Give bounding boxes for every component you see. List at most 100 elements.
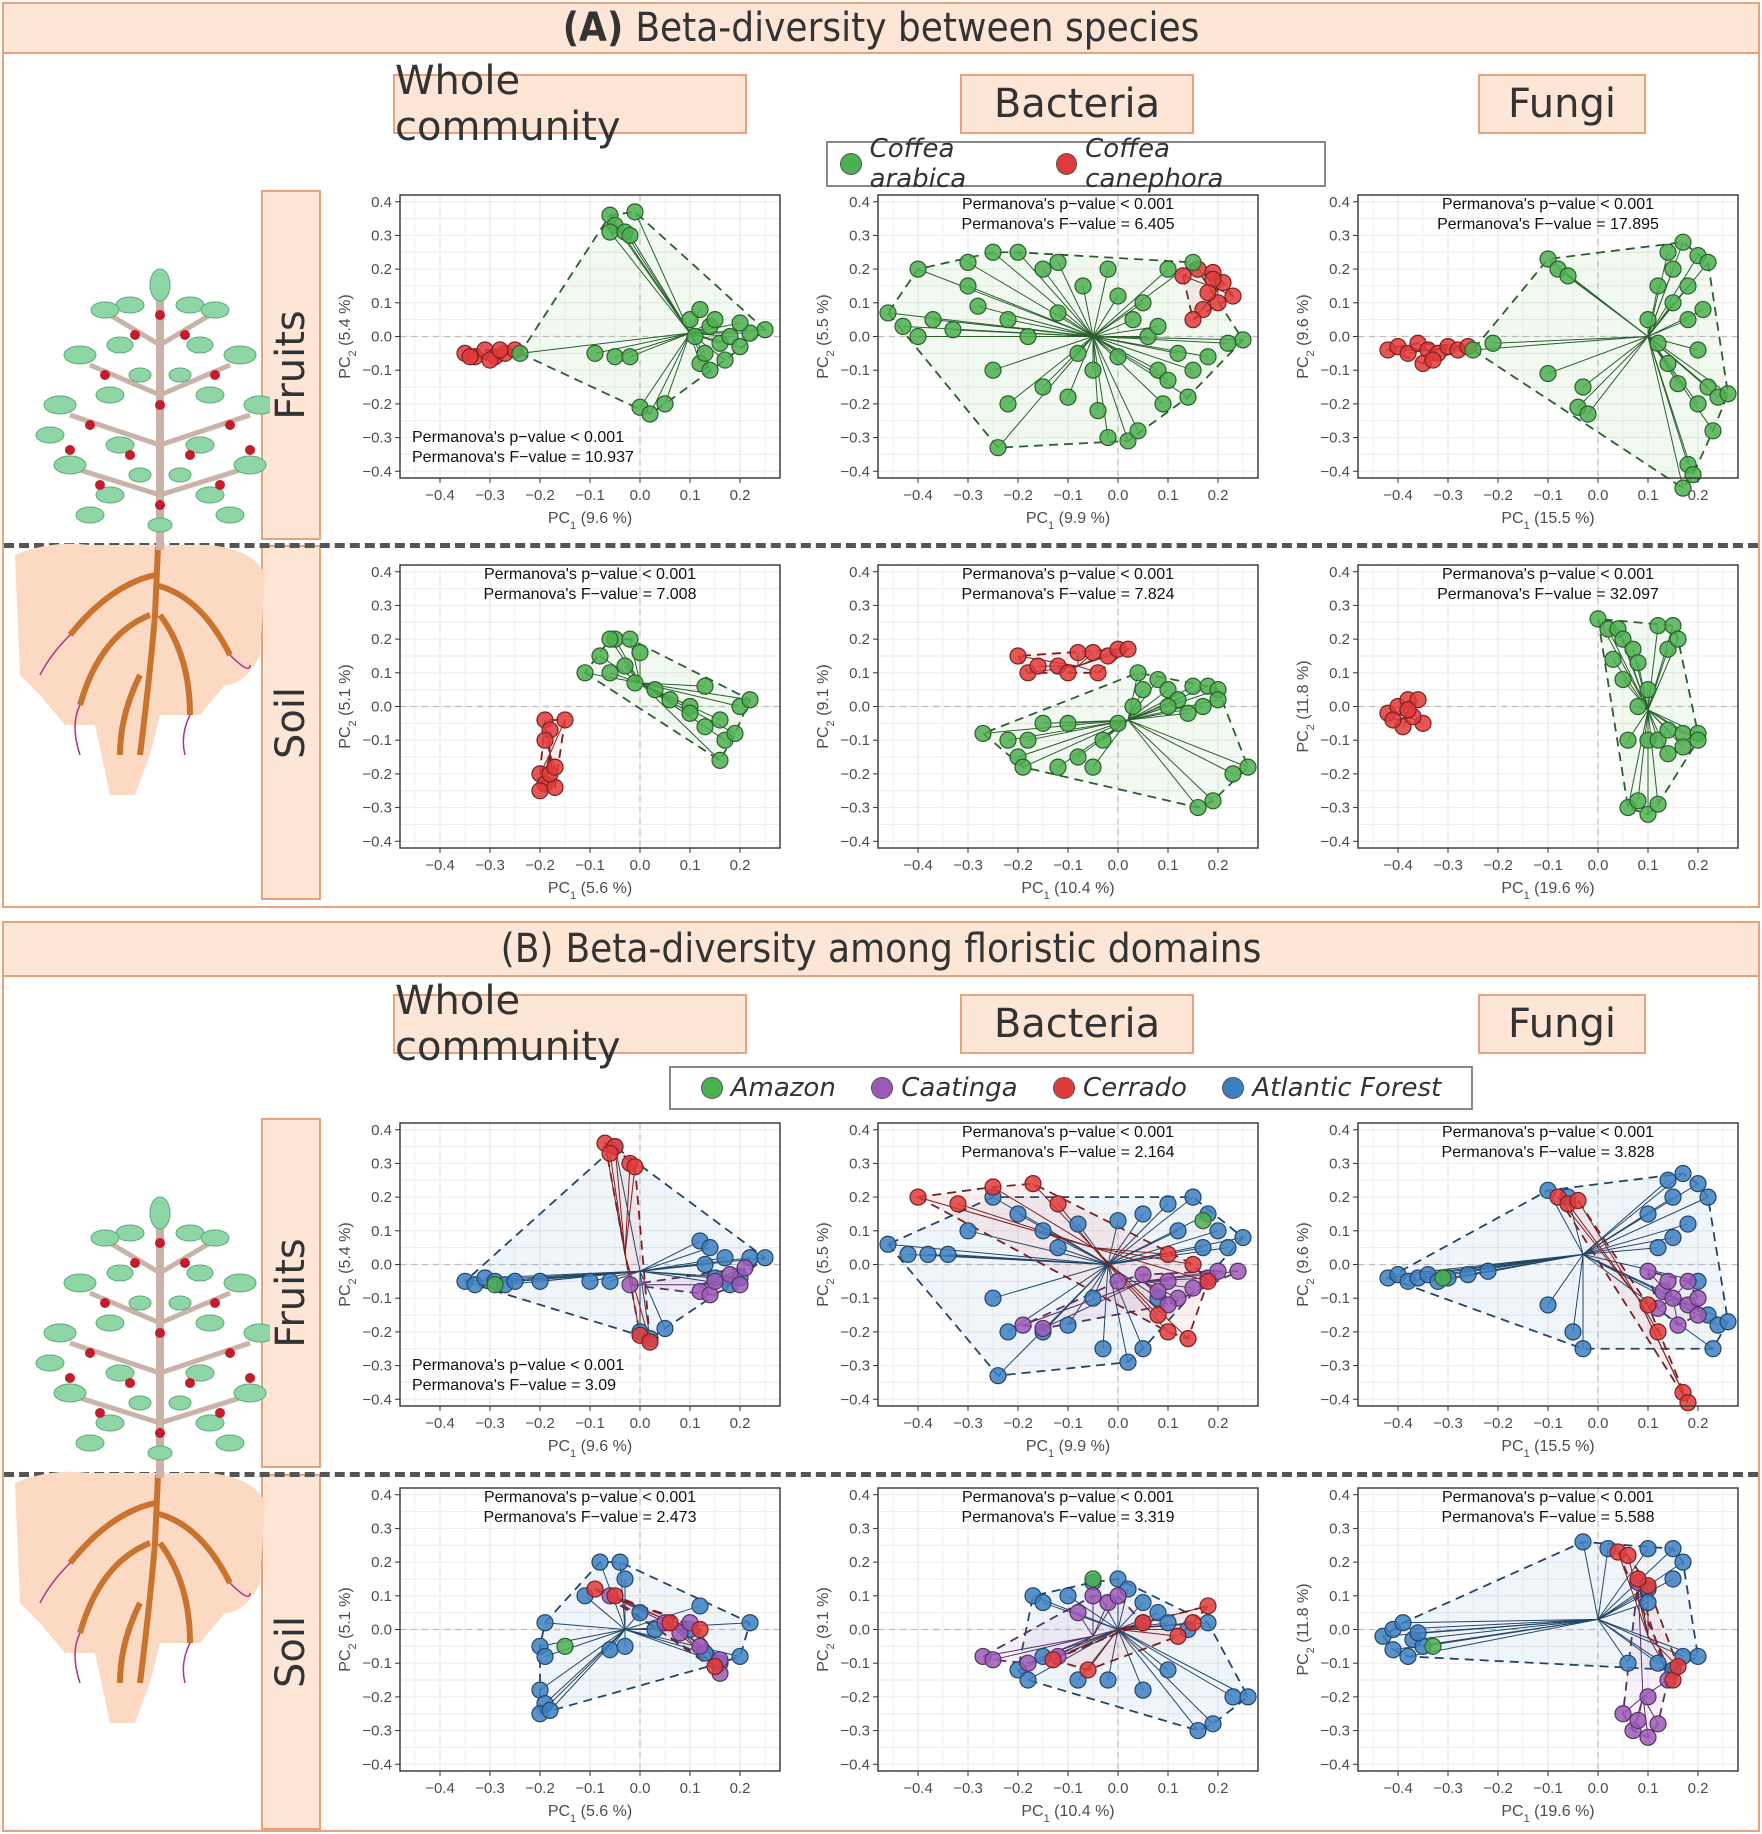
permanova-stat: Permanova's p−value < 0.001 <box>962 196 1174 213</box>
point-atlantic-forest <box>1539 1296 1557 1314</box>
x-tick-label: 0.2 <box>1208 1415 1229 1432</box>
point-atlantic-forest <box>1664 1188 1682 1206</box>
y-tick-label: 0.4 <box>1329 1487 1350 1504</box>
x-tick-label: −0.3 <box>953 487 983 504</box>
spider-line-coffea-arabica <box>917 268 1094 337</box>
permanova-stat: Permanova's p−value < 0.001 <box>412 429 624 446</box>
x-tick-label: −0.3 <box>1433 1780 1463 1797</box>
point-coffea-arabica <box>1109 348 1127 366</box>
spider-line-atlantic-forest <box>1412 1618 1599 1641</box>
y-tick-label: 0.2 <box>371 1554 392 1571</box>
spider-line-atlantic-forest <box>1417 1618 1599 1634</box>
point-caatinga <box>1109 1587 1127 1605</box>
y-axis-label: PC2 (9.6 %) <box>1295 1222 1317 1306</box>
x-tick-label: −0.4 <box>903 487 933 504</box>
y-tick-label: 0.4 <box>1329 194 1350 211</box>
permanova-stat: Permanova's p−value < 0.001 <box>1442 196 1654 213</box>
point-coffea-arabica <box>591 647 609 665</box>
point-atlantic-forest <box>1719 1313 1737 1331</box>
spider-line-coffea-arabica <box>629 332 691 358</box>
y-tick-label: 0.3 <box>371 227 392 244</box>
row-label-fruits-a-text: Fruits <box>268 310 314 420</box>
point-atlantic-forest <box>1674 1553 1692 1571</box>
y-tick-label: −0.4 <box>840 463 870 480</box>
y-tick-label: −0.2 <box>1320 1689 1350 1706</box>
point-coffea-arabica <box>1614 670 1632 689</box>
spider-line-cerrado <box>609 1153 626 1255</box>
point-cerrado <box>1169 1627 1187 1645</box>
point-coffea-canephora <box>1424 351 1442 369</box>
point-coffea-arabica <box>1639 681 1657 699</box>
point-cerrado <box>1199 1272 1217 1290</box>
point-coffea-arabica <box>656 395 674 413</box>
point-caatinga <box>1639 1262 1657 1280</box>
y-axis-label: PC2 (9.6 %) <box>1295 294 1317 378</box>
x-tick-label: −0.4 <box>1383 1415 1413 1432</box>
point-caatinga <box>1034 1319 1052 1338</box>
x-tick-label: −0.1 <box>1053 1415 1083 1432</box>
point-cerrado <box>949 1195 967 1213</box>
x-tick-label: 0.0 <box>1108 487 1129 504</box>
point-coffea-arabica <box>1159 697 1177 716</box>
permanova-stat: Permanova's F−value = 7.008 <box>484 586 697 603</box>
spider-line-coffea-arabica <box>992 336 1094 371</box>
spider-line-atlantic-forest <box>1582 1247 1659 1255</box>
point-atlantic-forest <box>611 1553 629 1571</box>
legend-dot-purple <box>871 1077 894 1099</box>
spider-line-atlantic-forest <box>544 1622 626 1630</box>
point-coffea-arabica <box>1679 311 1697 329</box>
y-tick-label: −0.3 <box>840 1358 870 1375</box>
column-label-bacteria: Bacteria <box>960 74 1194 134</box>
point-coffea-arabica <box>681 704 699 722</box>
point-coffea-arabica <box>641 405 659 423</box>
spider-line-cerrado <box>1627 1555 1649 1637</box>
x-tick-label: −0.2 <box>1483 1780 1513 1797</box>
point-atlantic-forest <box>1639 1205 1657 1223</box>
point-coffea-arabica <box>1674 479 1692 497</box>
point-caatinga <box>706 1272 724 1290</box>
point-coffea-canephora <box>1119 640 1137 658</box>
x-tick-label: 0.0 <box>1108 857 1129 874</box>
point-coffea-arabica <box>731 314 749 332</box>
point-atlantic-forest <box>1234 1228 1252 1247</box>
point-coffea-arabica <box>1704 422 1722 440</box>
y-tick-label: −0.2 <box>840 766 870 783</box>
point-coffea-canephora <box>1184 311 1202 329</box>
x-tick-label: −0.3 <box>953 1415 983 1432</box>
permanova-stat: Permanova's F−value = 10.937 <box>412 449 634 466</box>
point-caatinga <box>621 1276 639 1294</box>
point-atlantic-forest <box>1034 1222 1052 1240</box>
spider-line-atlantic-forest <box>1427 1253 1584 1276</box>
y-tick-label: −0.2 <box>362 1689 392 1706</box>
point-atlantic-forest <box>1394 1614 1412 1632</box>
point-atlantic-forest <box>1219 1239 1237 1257</box>
point-atlantic-forest <box>1159 1661 1177 1679</box>
pcoa-a-fruits-fungi: −0.4 −0.3 −0.2 −0.1 0.0 0.1 0.2 −0.4 −0.3 −0.2 −0.… <box>1295 194 1739 532</box>
point-coffea-arabica <box>621 630 639 648</box>
y-tick-label: −0.3 <box>840 430 870 447</box>
x-tick-label: −0.2 <box>525 1415 555 1432</box>
x-axis-label: PC1 (9.6 %) <box>548 510 632 532</box>
point-coffea-canephora <box>1224 287 1242 305</box>
y-tick-label: −0.4 <box>840 833 870 850</box>
tree-canopy <box>35 268 270 550</box>
section-a-frame <box>2 52 1760 908</box>
x-tick-label: −0.1 <box>1533 1780 1563 1797</box>
point-atlantic-forest <box>1159 1614 1177 1632</box>
spider-line-atlantic-forest <box>639 1271 666 1329</box>
permanova-stat: Permanova's p−value < 0.001 <box>962 566 1174 583</box>
point-coffea-canephora <box>461 348 479 366</box>
legend-dot-red <box>1053 1077 1076 1099</box>
spider-line-coffea-arabica <box>629 235 691 334</box>
y-tick-label: 0.0 <box>849 699 870 716</box>
point-coffea-arabica <box>1049 758 1067 776</box>
point-coffea-arabica <box>1619 731 1637 749</box>
point-coffea-arabica <box>1084 361 1102 379</box>
point-atlantic-forest <box>1704 1340 1722 1358</box>
x-tick-label: 0.1 <box>680 857 701 874</box>
row-label-soil-a: Soil <box>261 545 321 900</box>
y-axis-label: PC2 (11.8 %) <box>1295 1583 1317 1675</box>
x-tick-label: −0.4 <box>1383 1780 1413 1797</box>
y-tick-label: 0.4 <box>371 1122 392 1139</box>
point-coffea-arabica <box>1109 714 1127 732</box>
